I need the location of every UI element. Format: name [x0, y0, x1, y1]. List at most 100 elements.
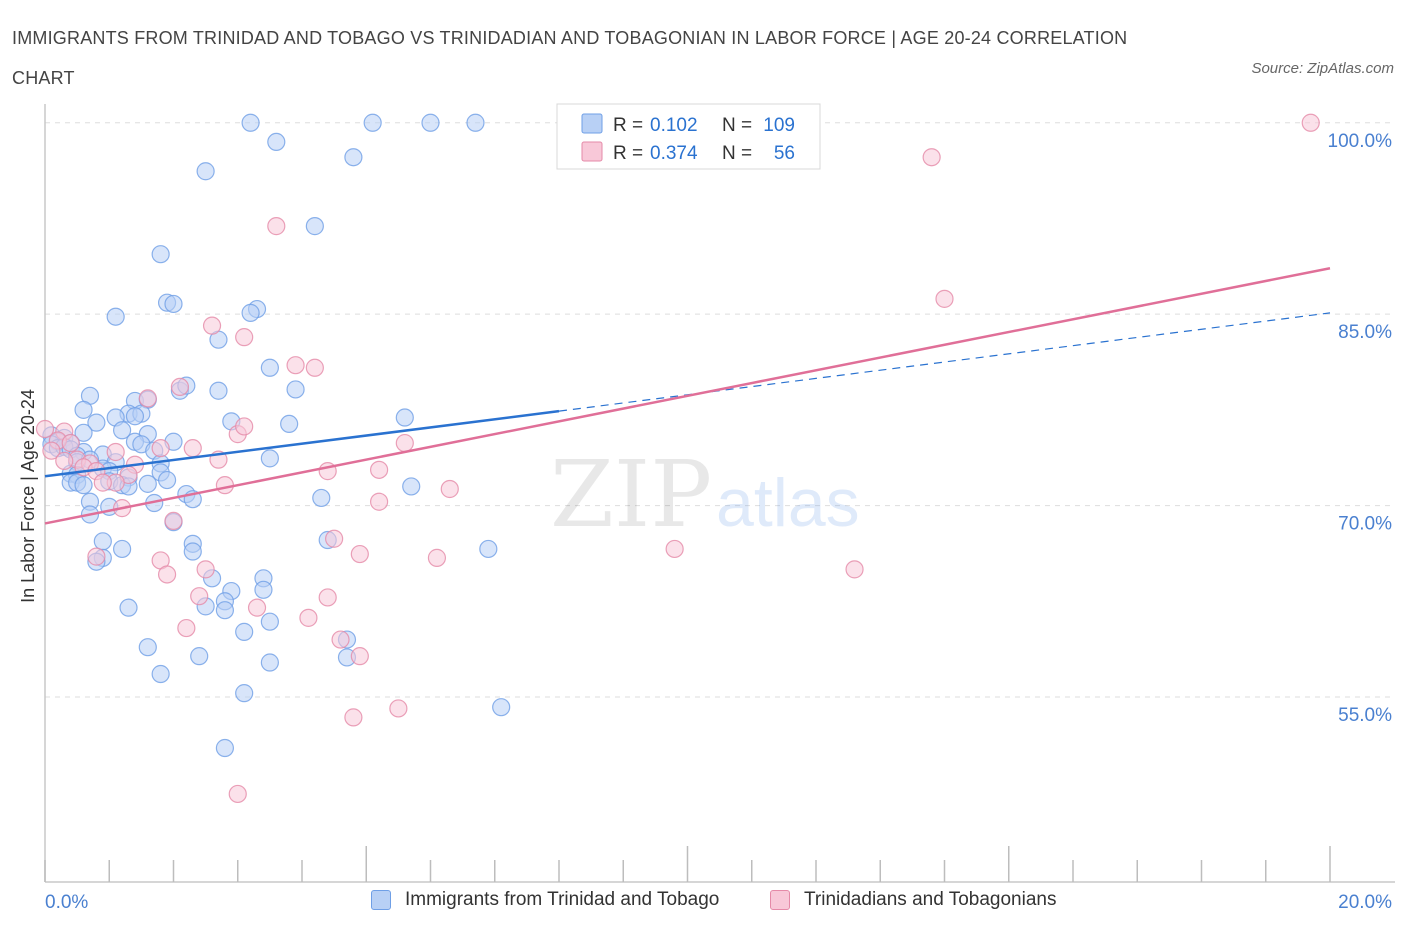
- point-trinidadians: [318, 588, 337, 607]
- point-immigrants: [267, 132, 286, 152]
- point-trinidadians: [344, 708, 363, 727]
- point-immigrants: [93, 532, 112, 551]
- legend-item-trinidadians[interactable]: Trinidadians and Tobagonians: [770, 889, 1056, 911]
- point-immigrants: [209, 381, 228, 400]
- trend-line-trinidadians: [44, 267, 1331, 525]
- point-immigrants: [235, 622, 254, 641]
- point-trinidadians: [35, 419, 55, 439]
- grid-layer: [45, 122, 1395, 698]
- legend-item-immigrants[interactable]: Immigrants from Trinidad and Tobago: [371, 889, 719, 911]
- point-immigrants: [305, 217, 324, 236]
- point-trinidadians: [350, 647, 369, 666]
- legend-label-immigrants: Immigrants from Trinidad and Tobago: [405, 889, 720, 910]
- points-layer: [35, 113, 1320, 804]
- legend: Immigrants from Trinidad and Tobago Trin…: [0, 883, 1406, 923]
- point-immigrants: [183, 542, 202, 561]
- point-trinidadians: [1301, 113, 1320, 132]
- point-trinidadians: [106, 442, 125, 462]
- stats-blue-r-value: 0.102: [650, 115, 698, 136]
- stats-blue-n-label: N =: [722, 115, 752, 136]
- point-trinidadians: [370, 492, 389, 511]
- point-immigrants: [106, 307, 125, 326]
- legend-swatch-pink: [770, 890, 790, 910]
- point-immigrants: [260, 612, 279, 631]
- source-label: Source: ZipAtlas.com: [1251, 60, 1394, 77]
- point-immigrants: [87, 413, 106, 432]
- legend-swatch-blue: [371, 890, 391, 910]
- watermark-atlas: atlas: [716, 465, 860, 541]
- point-immigrants: [196, 162, 215, 181]
- point-trinidadians: [170, 377, 190, 396]
- point-immigrants: [492, 698, 511, 717]
- point-trinidadians: [215, 476, 234, 495]
- y-tick-label: 55.0%: [1338, 705, 1392, 726]
- point-immigrants: [260, 449, 279, 468]
- point-immigrants: [164, 294, 183, 314]
- point-trinidadians: [61, 433, 80, 453]
- stats-blue-swatch: [581, 113, 603, 134]
- y-tick-label: 85.0%: [1338, 322, 1392, 343]
- point-trinidadians: [440, 479, 459, 499]
- stats-pink-r-label: R =: [613, 143, 643, 164]
- point-trinidadians: [267, 217, 286, 236]
- x-tick-label: 20.0%: [1338, 892, 1392, 913]
- trend-layer: [44, 267, 1331, 525]
- point-trinidadians: [228, 784, 247, 804]
- point-immigrants: [112, 421, 132, 440]
- point-immigrants: [74, 423, 93, 442]
- point-immigrants: [260, 358, 279, 377]
- point-trinidadians: [183, 439, 202, 458]
- trend-line-immigrants: [44, 409, 560, 478]
- point-trinidadians: [845, 560, 864, 579]
- point-trinidadians: [55, 451, 74, 471]
- point-immigrants: [466, 113, 485, 132]
- y-tick-label: 100.0%: [1328, 131, 1393, 152]
- y-tick-label: 70.0%: [1338, 514, 1392, 535]
- point-immigrants: [260, 653, 279, 672]
- point-trinidadians: [389, 699, 408, 718]
- point-immigrants: [363, 113, 382, 132]
- point-trinidadians: [331, 630, 350, 649]
- watermark-zip: ZIP: [550, 441, 712, 548]
- point-trinidadians: [177, 618, 196, 638]
- point-immigrants: [241, 303, 260, 322]
- point-trinidadians: [350, 544, 369, 564]
- x-tick-label: 0.0%: [45, 892, 88, 913]
- point-immigrants: [241, 113, 260, 132]
- point-trinidadians: [196, 560, 215, 579]
- point-immigrants: [151, 245, 170, 264]
- point-trinidadians: [235, 328, 254, 347]
- point-immigrants: [138, 638, 157, 657]
- point-immigrants: [312, 488, 331, 508]
- trend-extension-immigrants: [558, 312, 1331, 412]
- point-trinidadians: [935, 289, 954, 308]
- stats-pink-swatch: [581, 141, 603, 162]
- point-immigrants: [151, 664, 170, 684]
- stats-box: R = 0.102 N = 109 R = 0.374 N = 56: [556, 103, 821, 170]
- point-trinidadians: [235, 417, 254, 436]
- point-immigrants: [344, 148, 363, 167]
- point-trinidadians: [305, 358, 324, 377]
- legend-label-trinidadians: Trinidadians and Tobagonians: [804, 889, 1057, 910]
- point-trinidadians: [93, 473, 112, 492]
- point-immigrants: [402, 477, 421, 496]
- point-immigrants: [421, 113, 440, 132]
- labels-layer: 100.0% 85.0% 70.0% 55.0% 0.0% 20.0% In Labor F…: [18, 131, 1392, 913]
- point-immigrants: [190, 647, 209, 666]
- point-immigrants: [286, 380, 305, 399]
- point-trinidadians: [922, 148, 941, 167]
- point-immigrants: [280, 414, 299, 434]
- stats-pink-n-label: N =: [722, 143, 752, 164]
- point-trinidadians: [87, 547, 106, 566]
- stats-pink-n-value: 56: [774, 143, 795, 164]
- point-trinidadians: [325, 529, 344, 548]
- point-immigrants: [74, 400, 93, 419]
- point-trinidadians: [370, 460, 389, 479]
- point-immigrants: [215, 738, 234, 758]
- stats-blue-n-value: 109: [763, 115, 795, 136]
- point-trinidadians: [286, 356, 305, 375]
- point-trinidadians: [247, 598, 267, 617]
- chart-title: IMMIGRANTS FROM TRINIDAD AND TOBAGO VS T…: [12, 28, 1128, 88]
- point-trinidadians: [157, 565, 177, 584]
